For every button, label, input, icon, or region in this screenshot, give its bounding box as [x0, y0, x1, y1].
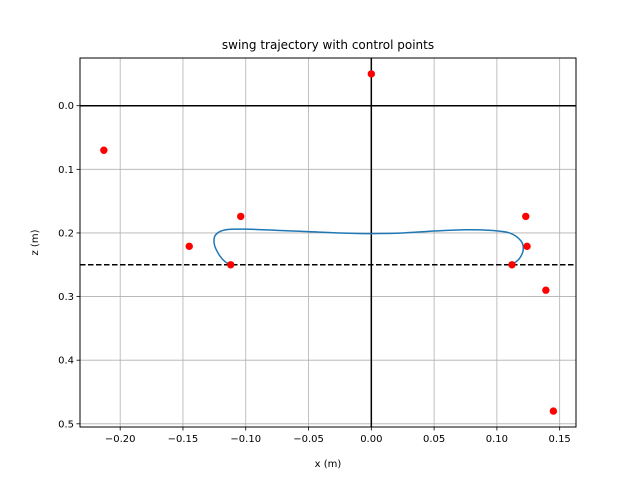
x-tick-label: −0.10	[230, 434, 261, 445]
control-point	[100, 146, 108, 154]
control-point	[367, 70, 376, 78]
axes-frame	[79, 57, 577, 428]
y-axis-label: z (m)	[30, 229, 41, 255]
x-tick-label: 0.05	[423, 434, 445, 445]
y-tick-label: 0.5	[58, 419, 74, 430]
y-tick-label: 0.1	[58, 165, 74, 176]
reference-lines	[80, 58, 576, 427]
x-tick-label: −0.15	[168, 434, 199, 445]
x-tick-label: 0.00	[360, 434, 382, 445]
control-point	[549, 407, 558, 415]
control-point	[523, 242, 531, 251]
chart-title: swing trajectory with control points	[222, 38, 434, 52]
control-point	[508, 261, 516, 269]
y-tick-label: 0.4	[58, 356, 74, 367]
ticks: −0.20 −0.15 −0.10 −0.05 0.00 0.05 0.10 0.15 0.0 0…	[58, 101, 571, 445]
control-point	[237, 212, 245, 221]
x-tick-label: 0.10	[486, 434, 508, 445]
control-point	[522, 212, 530, 221]
x-tick-label: 0.15	[549, 434, 571, 445]
control-point	[542, 286, 550, 294]
y-tick-label: 0.2	[58, 228, 74, 239]
x-tick-label: −0.05	[293, 434, 324, 445]
x-axis-label: x (m)	[315, 459, 342, 470]
y-tick-label: 0.0	[58, 101, 74, 112]
plot-area	[100, 70, 558, 415]
swing-trajectory-line	[213, 228, 525, 266]
control-point	[185, 242, 193, 251]
y-tick-label: 0.3	[58, 292, 74, 303]
control-point	[226, 261, 235, 269]
x-tick-label: −0.20	[105, 434, 136, 445]
